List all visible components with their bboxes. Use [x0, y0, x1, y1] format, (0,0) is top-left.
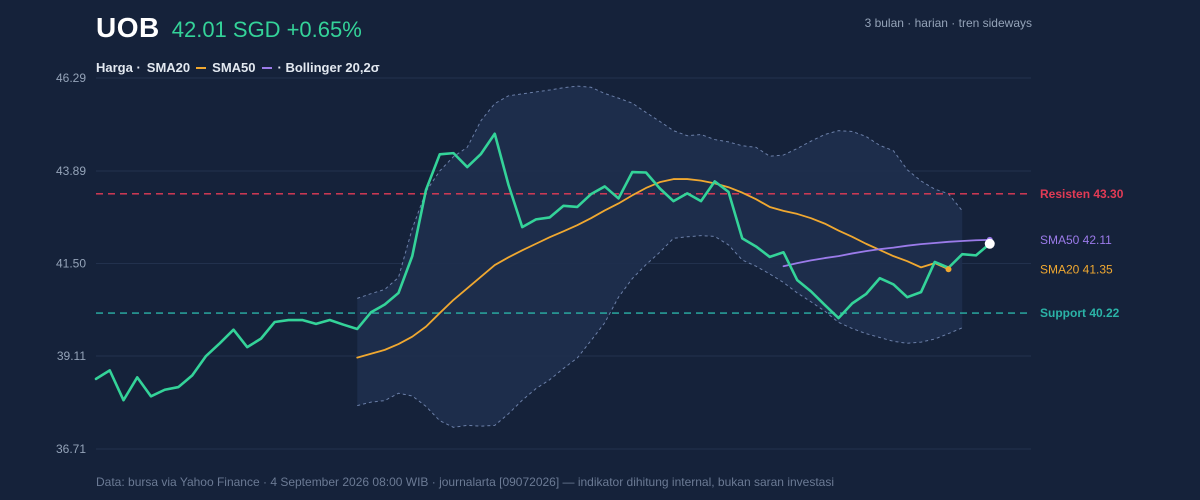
- legend-price-label: Harga ·: [96, 60, 141, 75]
- y-tick-label: 43.89: [56, 164, 86, 178]
- bollinger-band-layer: [357, 85, 963, 428]
- bollinger-band-fill: [357, 86, 963, 428]
- sma20-line: [356, 178, 950, 359]
- chart-legend: Harga · SMA20 SMA50 · Bollinger 20,2σ: [96, 60, 380, 75]
- price-line: [94, 132, 992, 402]
- legend-sma50-label: SMA50: [212, 60, 256, 75]
- legend-sma20-swatch: [196, 66, 207, 69]
- sma50-line: [782, 238, 991, 268]
- resisten-level-label: Resisten 43.30: [1040, 187, 1124, 201]
- ticker-symbol: UOB: [96, 12, 160, 43]
- y-tick-label: 46.29: [56, 71, 86, 85]
- y-tick-label: 36.71: [56, 442, 86, 456]
- bollinger-upper-line: [357, 85, 963, 299]
- sma50-value-label: SMA50 42.11: [1040, 233, 1112, 247]
- series-layer: [94, 132, 995, 402]
- y-tick-label: 41.50: [56, 257, 86, 271]
- label-layer: Resisten 43.30 Support 40.22 SMA50 42.11 SM…: [1040, 187, 1124, 320]
- price-quote: 42.01 SGD +0.65%: [172, 17, 368, 43]
- sma20-value-label: SMA20 41.35: [1040, 262, 1113, 276]
- last-price: 42.01 SGD: [171, 17, 281, 42]
- chart-header: UOB 42.01 SGD +0.65%: [96, 12, 368, 44]
- chart-footer: Data: bursa via Yahoo Finance · 4 Septem…: [96, 475, 834, 489]
- chart-subtitle: 3 bulan · harian · tren sideways: [864, 16, 1032, 30]
- support-level-label: Support 40.22: [1040, 306, 1120, 320]
- legend-bollinger-label: · Bollinger 20,2σ: [277, 60, 380, 75]
- bollinger-lower-line: [357, 235, 963, 428]
- legend-sma50-swatch: [261, 66, 272, 69]
- sma20-end-marker: [945, 266, 952, 273]
- y-tick-label: 39.11: [57, 349, 86, 363]
- price-change: +0.65%: [286, 17, 362, 42]
- legend-sma20-label: SMA20: [146, 60, 191, 75]
- price-end-marker: [984, 238, 995, 249]
